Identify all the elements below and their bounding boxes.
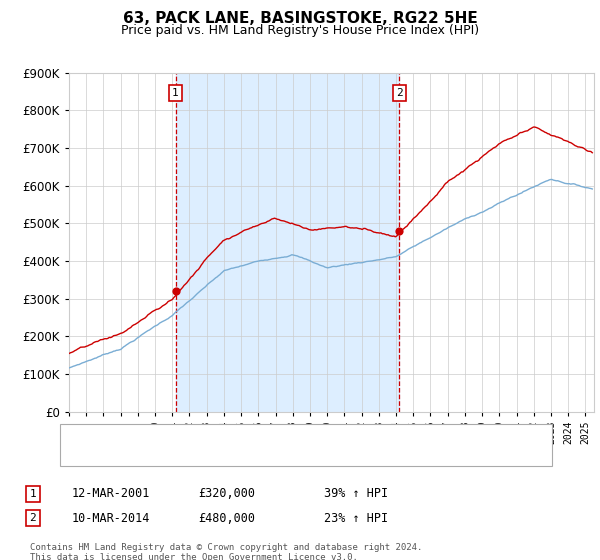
Text: £320,000: £320,000 [198, 487, 255, 501]
Text: 12-MAR-2001: 12-MAR-2001 [72, 487, 151, 501]
Text: —————: ————— [75, 429, 113, 442]
Point [395, 226, 404, 235]
Text: 39% ↑ HPI: 39% ↑ HPI [324, 487, 388, 501]
Text: £480,000: £480,000 [198, 511, 255, 525]
Text: Contains HM Land Registry data © Crown copyright and database right 2024.: Contains HM Land Registry data © Crown c… [30, 543, 422, 552]
Text: 63, PACK LANE, BASINGSTOKE, RG22 5HE: 63, PACK LANE, BASINGSTOKE, RG22 5HE [122, 11, 478, 26]
Text: HPI: Average price, detached house, Basingstoke and Deane: HPI: Average price, detached house, Basi… [117, 452, 502, 461]
Text: —————: ————— [75, 450, 113, 463]
Text: 63, PACK LANE, BASINGSTOKE, RG22 5HE (detached house): 63, PACK LANE, BASINGSTOKE, RG22 5HE (de… [117, 431, 475, 441]
Text: 2: 2 [29, 513, 37, 523]
Text: This data is licensed under the Open Government Licence v3.0.: This data is licensed under the Open Gov… [30, 553, 358, 560]
Text: 1: 1 [29, 489, 37, 499]
Text: 23% ↑ HPI: 23% ↑ HPI [324, 511, 388, 525]
Text: Price paid vs. HM Land Registry's House Price Index (HPI): Price paid vs. HM Land Registry's House … [121, 24, 479, 36]
Text: 1: 1 [172, 88, 179, 98]
Text: 2: 2 [396, 88, 403, 98]
Text: 10-MAR-2014: 10-MAR-2014 [72, 511, 151, 525]
Bar [176, 73, 400, 412]
Point [171, 287, 181, 296]
